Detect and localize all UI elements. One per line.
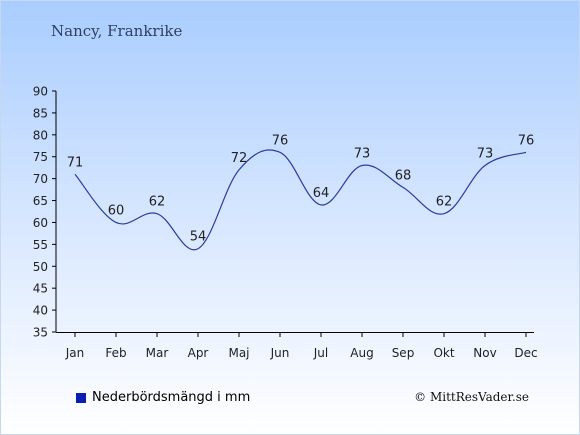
data-label-apr: 54 [190, 230, 207, 245]
y-tick-label-80: 80 [33, 128, 48, 142]
x-tick-label-sep: Sep [392, 346, 415, 360]
data-label-okt: 62 [436, 195, 453, 210]
series-line-0 [74, 149, 527, 251]
x-tick-label-apr: Apr [188, 346, 209, 360]
data-label-sep: 68 [395, 168, 412, 183]
legend: Nederbördsmängd i mm [76, 390, 250, 405]
data-label-maj: 72 [231, 151, 248, 166]
y-tick-label-60: 60 [33, 216, 48, 230]
data-label-dec: 76 [518, 133, 535, 148]
x-tick-label-aug: Aug [350, 346, 373, 360]
y-tick-label-90: 90 [33, 85, 48, 99]
x-tick-label-jun: Jun [270, 346, 290, 360]
data-label-feb: 60 [108, 203, 125, 218]
copyright-text: © MittResVader.se [414, 390, 529, 404]
x-tick-label-dec: Dec [514, 346, 537, 360]
x-tick-label-jan: Jan [65, 346, 85, 360]
x-tick-label-feb: Feb [105, 346, 126, 360]
y-tick-label-35: 35 [33, 326, 48, 340]
y-tick-label-75: 75 [33, 150, 48, 164]
x-tick-label-mar: Mar [146, 346, 169, 360]
y-tick-label-65: 65 [33, 194, 48, 208]
data-label-jan: 71 [67, 155, 84, 170]
data-label-jun: 76 [272, 133, 289, 148]
data-label-jul: 64 [313, 186, 330, 201]
legend-label: Nederbördsmängd i mm [92, 390, 251, 405]
y-tick-label-70: 70 [33, 172, 48, 186]
x-tick-label-maj: Maj [228, 346, 249, 360]
data-label-aug: 73 [354, 146, 371, 161]
x-tick-label-nov: Nov [473, 346, 496, 360]
y-tick-label-50: 50 [33, 260, 48, 274]
x-tick-label-okt: Okt [433, 346, 454, 360]
y-tick-label-85: 85 [33, 106, 48, 120]
legend-swatch [76, 392, 86, 403]
data-label-mar: 62 [149, 195, 166, 210]
x-tick-label-jul: Jul [313, 346, 328, 360]
y-tick-label-45: 45 [33, 282, 48, 296]
data-label-nov: 73 [477, 146, 494, 161]
y-tick-label-40: 40 [33, 304, 48, 318]
y-tick-label-55: 55 [33, 238, 48, 252]
chart-title: Nancy, Frankrike [51, 22, 183, 40]
